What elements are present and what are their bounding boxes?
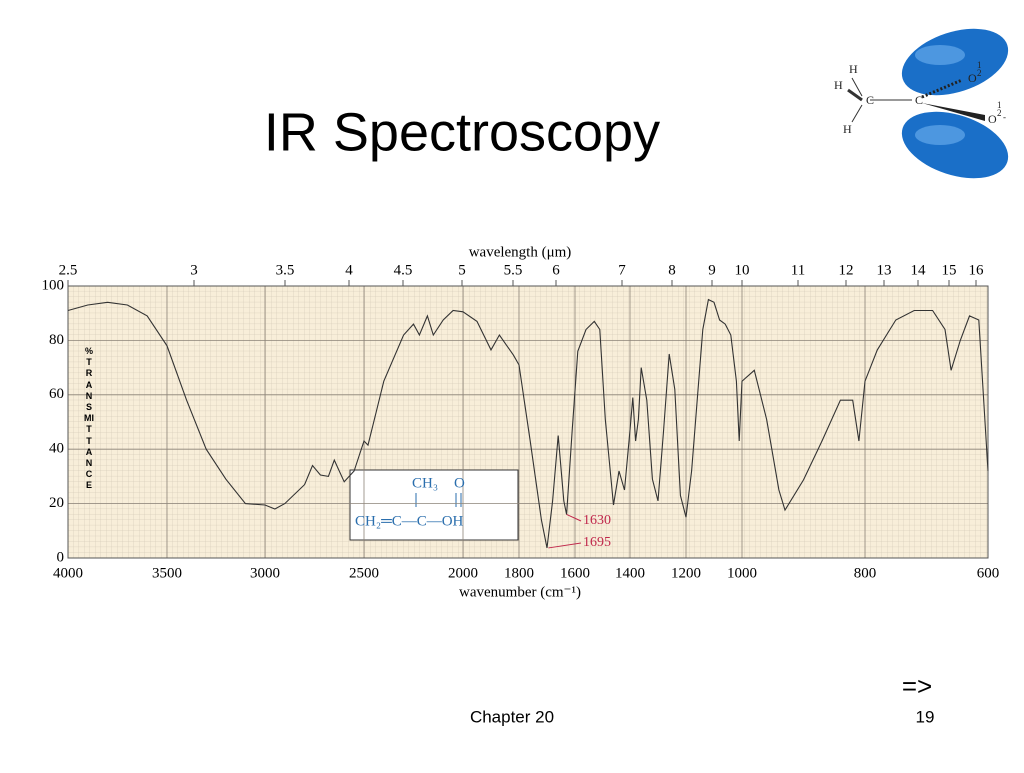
x-tick-label: 600 — [977, 565, 1000, 581]
x2-tick-label: 2.5 — [59, 262, 78, 278]
molecule-label: C — [866, 93, 874, 107]
x2-tick-label: 5 — [458, 262, 466, 278]
molecule-label: - — [1003, 112, 1006, 122]
annotation-leader — [566, 514, 582, 522]
x-axis-label: wavenumber (cm⁻¹) — [459, 584, 581, 600]
annotation-leader — [548, 542, 582, 549]
molecule-label: O — [988, 112, 997, 126]
x2-tick-label: 13 — [877, 262, 892, 278]
x-tick-label: 1600 — [560, 565, 590, 581]
y-tick-label: 40 — [49, 441, 64, 457]
y-tick-label: 100 — [42, 277, 65, 293]
molecule-label: 2 — [997, 108, 1002, 118]
x2-tick-label: 16 — [969, 262, 985, 278]
minor-grid — [68, 286, 988, 558]
y-tick-label: 80 — [49, 332, 64, 348]
footer: Chapter 20 — [470, 707, 554, 726]
molecule-label: 1 — [997, 100, 1002, 110]
molecule-label: C — [915, 93, 923, 107]
x-tick-label: 2000 — [448, 565, 478, 581]
molecule-label: H — [834, 78, 843, 92]
x2-tick-label: 15 — [942, 262, 957, 278]
molecule-label: 1 — [977, 60, 982, 70]
x-tick-label: 2500 — [349, 565, 379, 581]
molecule-label: H — [849, 62, 858, 76]
x-tick-label: 3500 — [152, 565, 182, 581]
y-tick-label: 60 — [49, 386, 64, 402]
annotation: 1630 — [583, 513, 611, 528]
x2-tick-label: 14 — [911, 262, 927, 278]
x2-tick-label: 7 — [618, 262, 626, 278]
inset-text: CH₃ — [412, 475, 438, 491]
molecule — [847, 28, 1009, 179]
y-tick-label: 20 — [49, 495, 64, 511]
x-tick-label: 1400 — [615, 565, 645, 581]
molecule-label: H — [843, 122, 852, 136]
spectrum-line — [67, 298, 989, 549]
molecule-label: 2 — [977, 68, 982, 78]
x-tick-label: 3000 — [250, 565, 280, 581]
next-arrow[interactable]: => — [902, 671, 932, 701]
annotation: 1695 — [583, 535, 611, 550]
x-tick-label: 4000 — [53, 565, 83, 581]
inset-text: O — [454, 475, 465, 491]
molecule-label: O — [968, 71, 977, 85]
x2-tick-label: 3 — [190, 262, 198, 278]
y-tick-label: 0 — [57, 549, 65, 565]
x2-tick-label: 4 — [345, 262, 353, 278]
x2-tick-label: 8 — [668, 262, 676, 278]
x2-axis-label: wavelength (μm) — [469, 244, 572, 260]
x2-tick-label: 10 — [735, 262, 750, 278]
x2-tick-label: 11 — [791, 262, 805, 278]
x2-tick-label: 5.5 — [504, 262, 523, 278]
x-tick-label: 1200 — [671, 565, 701, 581]
x-tick-label: 1800 — [504, 565, 534, 581]
plot-frame — [67, 285, 989, 559]
x2-tick-label: 12 — [839, 262, 854, 278]
x2-tick-label: 9 — [708, 262, 716, 278]
page-number: 19 — [916, 707, 935, 726]
x-tick-label: 800 — [854, 565, 877, 581]
y-axis-label: %TRANSMITTANCE — [84, 346, 94, 491]
x2-tick-label: 6 — [552, 262, 560, 278]
inset-text: CH₂═C—C—OH — [355, 513, 464, 529]
x2-tick-label: 4.5 — [394, 262, 413, 278]
slide-title: IR Spectroscopy — [264, 102, 660, 162]
inset-box — [349, 469, 519, 541]
x2-tick-label: 3.5 — [276, 262, 295, 278]
x-tick-label: 1000 — [727, 565, 757, 581]
